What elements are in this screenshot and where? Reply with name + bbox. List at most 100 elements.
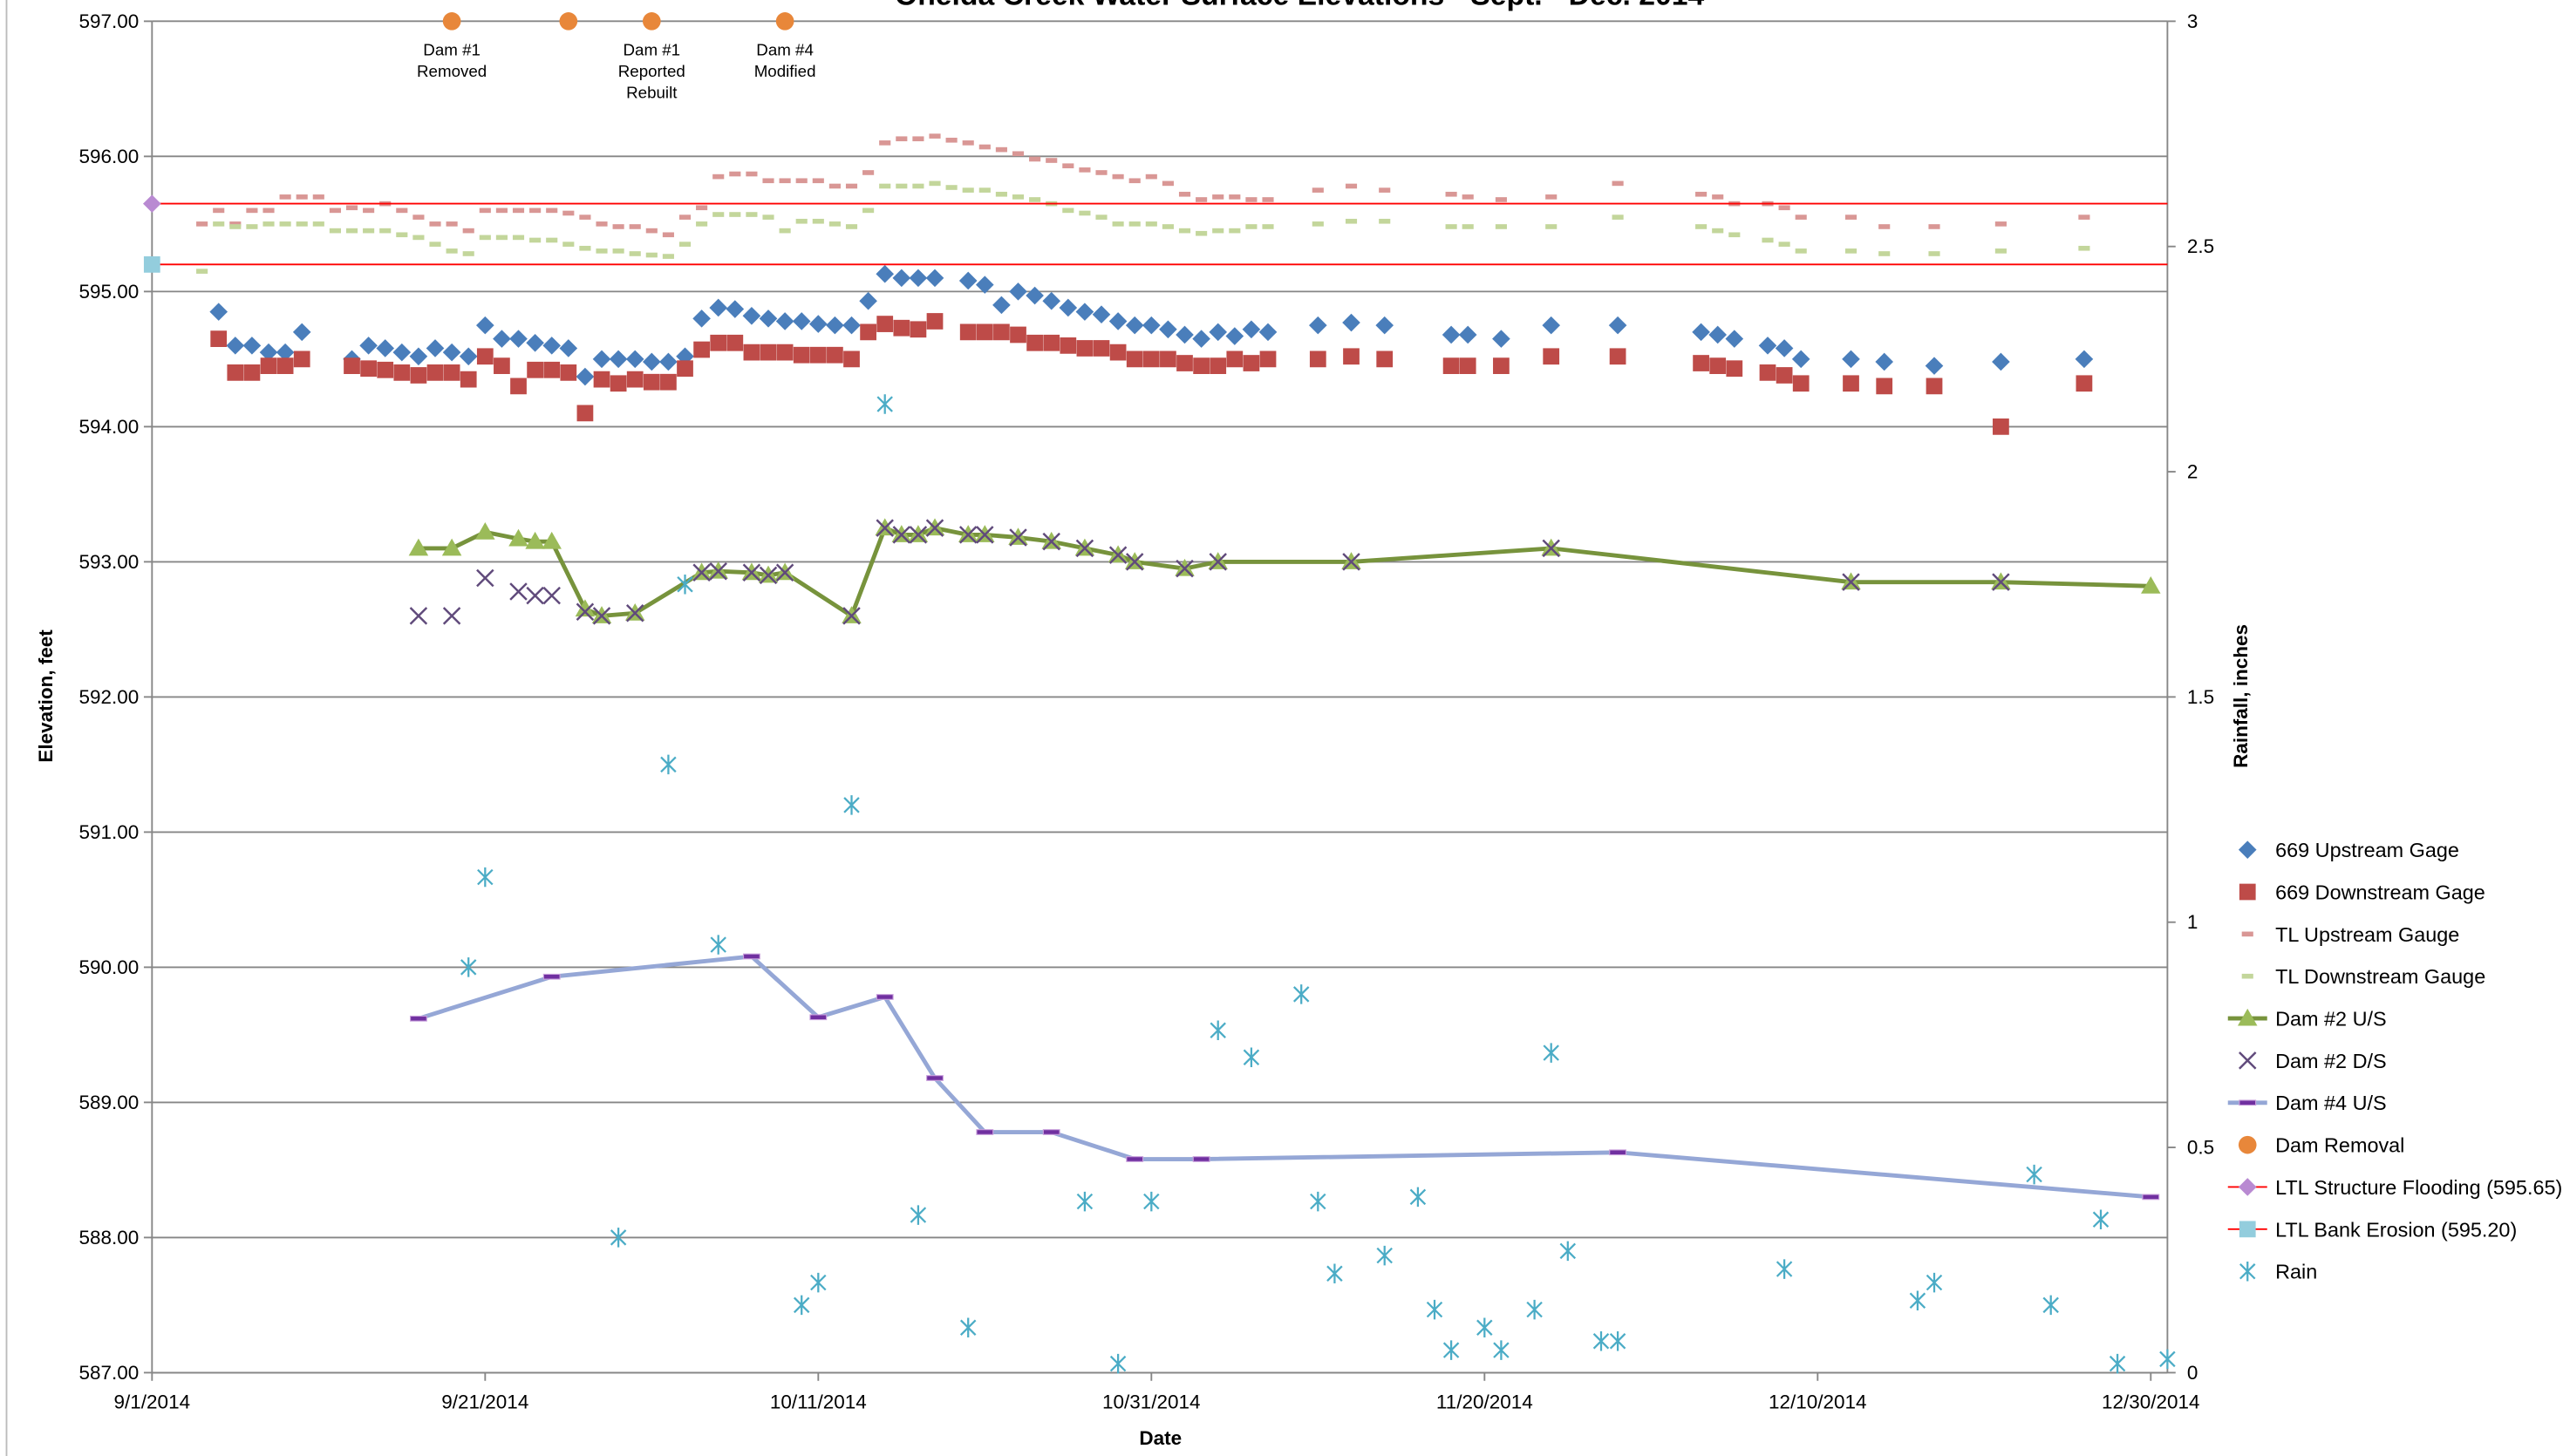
data-point — [779, 178, 791, 184]
data-point — [643, 12, 661, 31]
data-point — [396, 232, 408, 238]
data-point — [1842, 573, 1860, 591]
data-point — [1542, 316, 1561, 335]
data-point — [892, 526, 911, 544]
data-point — [876, 519, 894, 537]
data-point — [393, 364, 411, 381]
data-point — [1693, 355, 1709, 371]
x-tick-label: 9/1/2014 — [114, 1391, 191, 1413]
y2-tick-label: 2.5 — [2187, 235, 2214, 257]
legend-key — [2241, 973, 2253, 979]
data-point — [1026, 286, 1044, 305]
y2-tick-label: 0.5 — [2187, 1137, 2214, 1159]
data-point — [542, 973, 561, 980]
data-point — [742, 953, 760, 960]
data-point — [876, 264, 895, 283]
data-point — [678, 214, 692, 220]
data-point — [477, 867, 494, 888]
data-point — [262, 221, 275, 227]
data-point — [1726, 360, 1743, 378]
data-point — [1076, 1191, 1094, 1212]
data-point — [828, 183, 841, 189]
data-point — [1609, 1330, 1626, 1351]
data-point — [476, 348, 494, 365]
data-point — [910, 1205, 927, 1225]
data-point — [995, 191, 1007, 197]
data-point — [312, 221, 324, 227]
data-point — [576, 602, 595, 621]
data-point — [629, 251, 641, 256]
data-point — [1212, 228, 1224, 234]
data-point — [792, 312, 811, 330]
data-point — [1345, 183, 1358, 189]
data-point — [426, 339, 445, 357]
legend-label: LTL Bank Erosion (595.20) — [2275, 1218, 2517, 1241]
data-point — [1442, 1340, 1460, 1360]
data-point — [1708, 325, 1728, 344]
annotation: Modified — [754, 62, 816, 80]
data-point — [1442, 325, 1461, 344]
data-point — [1126, 350, 1143, 368]
legend-key — [2239, 1099, 2257, 1106]
legend-key — [2239, 883, 2256, 901]
data-point — [643, 373, 660, 391]
data-point — [296, 221, 308, 227]
data-point — [1178, 228, 1191, 234]
data-point — [896, 183, 908, 189]
data-point — [1145, 221, 1157, 227]
y-tick-label: 592.00 — [79, 686, 140, 708]
data-point — [494, 357, 510, 374]
data-point — [576, 405, 594, 422]
data-point — [1695, 191, 1708, 197]
data-point — [562, 242, 575, 247]
data-point — [429, 221, 441, 227]
data-point — [246, 224, 258, 229]
data-point — [143, 194, 161, 213]
data-point — [1876, 378, 1893, 395]
data-point — [709, 562, 727, 581]
data-point — [726, 300, 745, 318]
chart-title: Oneida Creek Water Surface Elevations - … — [895, 0, 1705, 12]
legend-label: Dam #2 D/S — [2275, 1050, 2386, 1072]
data-point — [828, 221, 841, 227]
data-point — [260, 357, 277, 374]
data-point — [446, 248, 458, 254]
y2-tick-label: 3 — [2187, 10, 2198, 32]
data-point — [379, 228, 392, 234]
data-point — [1992, 352, 2010, 371]
data-point — [512, 235, 525, 241]
data-point — [809, 1014, 828, 1021]
legend-label: Dam #4 U/S — [2275, 1092, 2386, 1114]
data-point — [576, 367, 595, 386]
data-point — [412, 214, 425, 220]
data-point — [2026, 1164, 2042, 1185]
data-point — [659, 352, 678, 371]
data-point — [1128, 178, 1141, 184]
data-point — [912, 183, 924, 189]
data-point — [1409, 1187, 1427, 1208]
data-point — [976, 1129, 994, 1135]
data-point — [1926, 378, 1943, 395]
data-point — [1612, 180, 1624, 187]
data-point — [579, 214, 591, 220]
data-point — [1709, 357, 1727, 374]
data-point — [1258, 323, 1278, 342]
data-point — [510, 378, 527, 395]
data-point — [1312, 221, 1324, 227]
y-tick-label: 590.00 — [79, 956, 140, 978]
legend-key — [2239, 1261, 2256, 1282]
data-point — [196, 269, 208, 274]
data-point — [460, 957, 477, 977]
data-point — [476, 568, 494, 588]
data-point — [1095, 170, 1108, 175]
data-point — [1326, 1263, 1343, 1283]
data-point — [1242, 320, 1261, 339]
data-point — [696, 205, 708, 211]
data-point — [845, 183, 858, 189]
data-point — [958, 526, 978, 544]
data-point — [842, 607, 861, 625]
data-point — [978, 187, 991, 193]
data-point — [1692, 323, 1710, 342]
data-point — [843, 350, 860, 368]
